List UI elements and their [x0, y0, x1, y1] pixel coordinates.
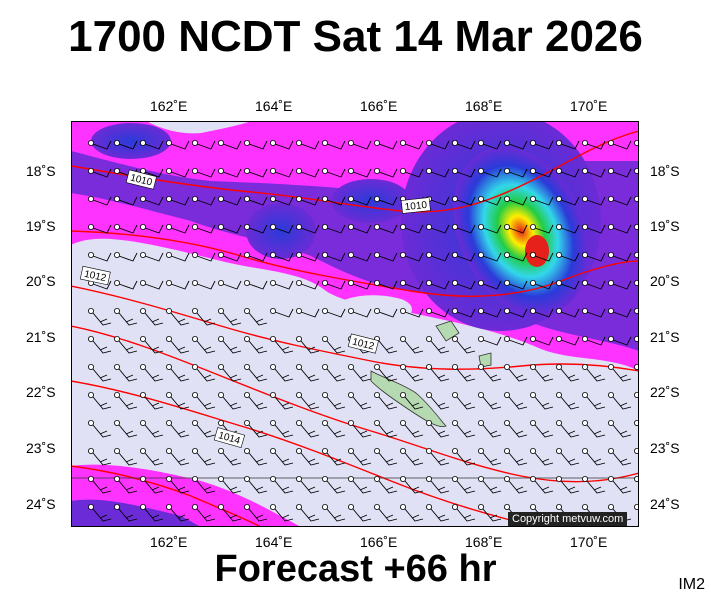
isobar-label-1012-east: 1012 — [351, 336, 376, 352]
storm-eye — [525, 235, 549, 267]
lon-tick-170-top: 170˚E — [570, 98, 608, 114]
lon-tick-168-bottom: 168˚E — [465, 534, 503, 550]
rain-blob-blue-north — [91, 123, 171, 159]
lat-tick-20-left: 20˚S — [26, 273, 56, 289]
lon-tick-162-bottom: 162˚E — [150, 534, 188, 550]
island-east — [435, 320, 460, 342]
lat-tick-22-left: 22˚S — [26, 384, 56, 400]
map-title: 1700 NCDT Sat 14 Mar 2026 — [68, 12, 643, 61]
lat-tick-23-right: 23˚S — [650, 440, 680, 456]
lat-tick-19-left: 19˚S — [26, 218, 56, 234]
wind-barbs — [87, 139, 639, 522]
lat-tick-24-right: 24˚S — [650, 496, 680, 512]
lat-tick-21-right: 21˚S — [650, 329, 680, 345]
lon-tick-168-top: 168˚E — [465, 98, 503, 114]
weather-map: 1010 1010 1012 1012 1014 — [71, 121, 639, 527]
isobar-1012-b — [71, 325, 639, 483]
lat-tick-18-right: 18˚S — [650, 163, 680, 179]
isobar-1010-a — [71, 130, 639, 213]
island-new-caledonia — [370, 370, 447, 428]
isobar-label-1010-west: 1010 — [129, 172, 154, 188]
isobar-1014 — [71, 380, 540, 527]
isobar-1010-b — [71, 230, 639, 297]
lat-tick-19-right: 19˚S — [650, 218, 680, 234]
lat-tick-23-left: 23˚S — [26, 440, 56, 456]
rain-band-south-purple — [71, 499, 201, 527]
map-frame — [71, 121, 639, 527]
lat-tick-18-left: 18˚S — [26, 163, 56, 179]
lat-tick-22-right: 22˚S — [650, 384, 680, 400]
copyright-label: Copyright metvuw.com — [508, 512, 628, 526]
lat-tick-21-left: 21˚S — [26, 329, 56, 345]
isobar-label-1010-east: 1010 — [404, 200, 428, 213]
storm-core — [453, 147, 589, 315]
lon-tick-162-top: 162˚E — [150, 98, 188, 114]
forecast-label: Forecast +66 hr — [214, 548, 497, 590]
isobar-label-1012-west: 1012 — [83, 269, 107, 284]
lon-tick-164-top: 164˚E — [255, 98, 293, 114]
lon-tick-166-top: 166˚E — [360, 98, 398, 114]
rain-blob-blue-west — [246, 203, 316, 259]
lat-tick-24-left: 24˚S — [26, 496, 56, 512]
lon-tick-170-bottom: 170˚E — [570, 534, 608, 550]
lon-tick-164-bottom: 164˚E — [255, 534, 293, 550]
island-loyalty — [478, 352, 492, 368]
clear-patch-center — [326, 295, 412, 328]
isobar-south — [71, 465, 262, 527]
rain-blob-blue-center — [331, 179, 411, 223]
lat-tick-20-right: 20˚S — [650, 273, 680, 289]
clear-patch-north — [146, 121, 251, 134]
lon-tick-166-bottom: 166˚E — [360, 534, 398, 550]
image-code: IM2 — [678, 576, 705, 593]
